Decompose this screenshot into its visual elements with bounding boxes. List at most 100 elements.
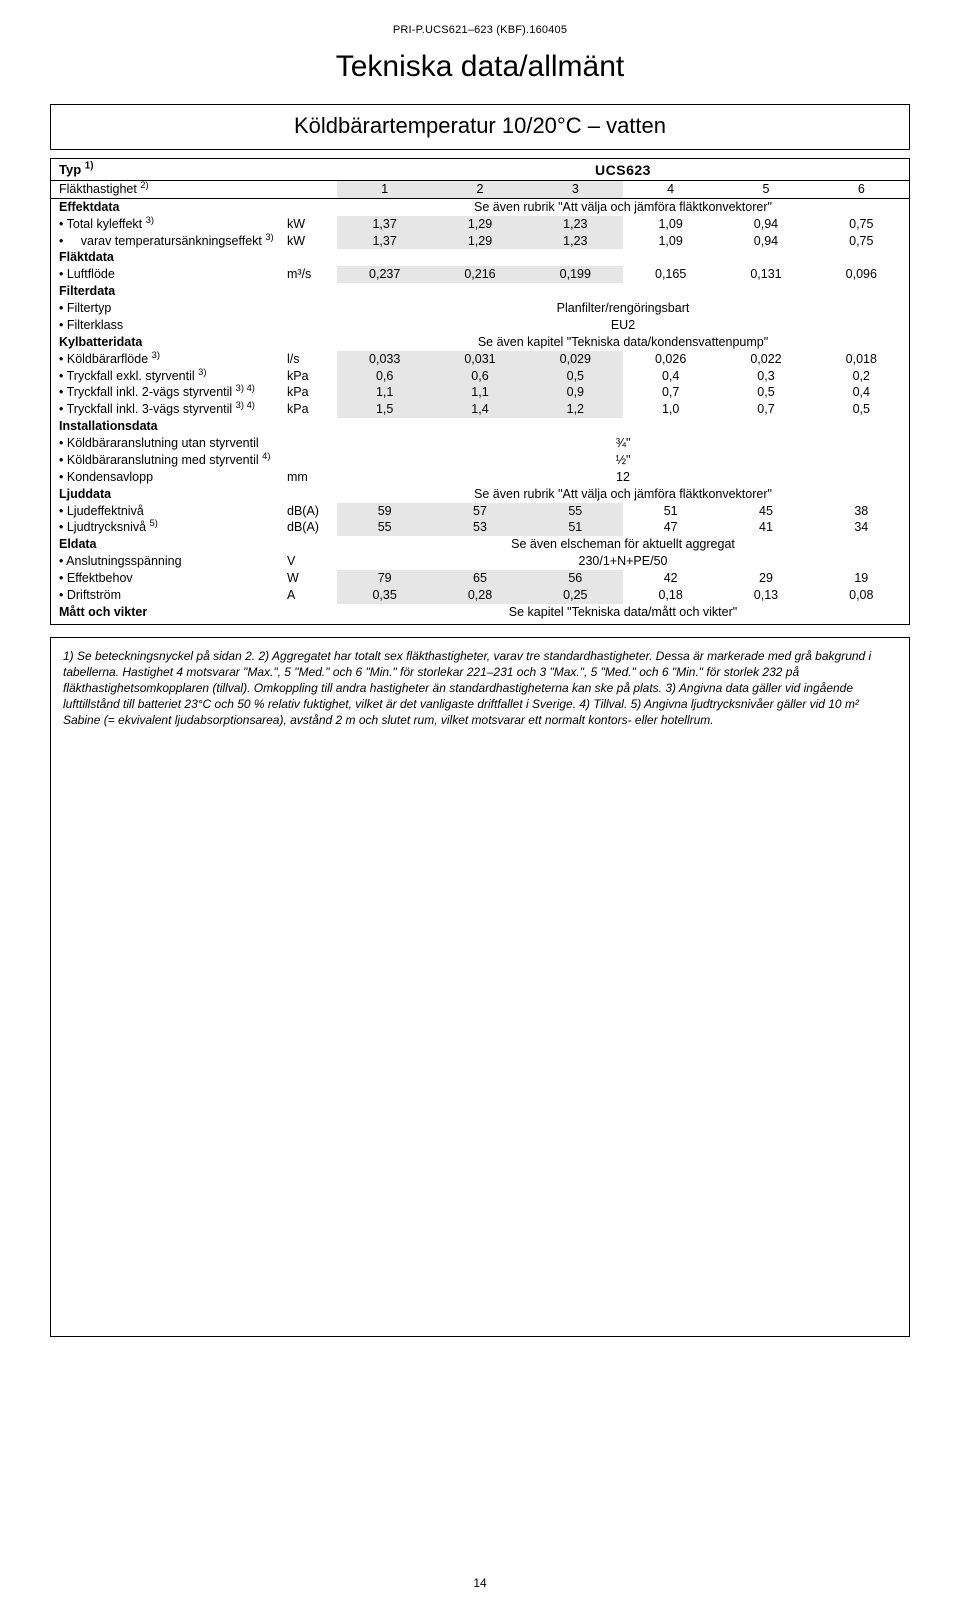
row-unit: m³/s [287,266,337,283]
cell: 53 [432,519,527,536]
row-label: Tryckfall exkl. styrventil 3) [51,368,287,385]
section-head: Installationsdata [51,418,287,435]
row-label: Köldbäraranslutning utan styrventil [51,435,287,452]
cell: 0,018 [814,351,909,368]
cell: 29 [718,570,813,587]
row-label: varav temperatursänkningseffekt 3) [51,233,287,250]
cell: 1,23 [528,216,623,233]
row-unit: kW [287,233,337,250]
cell: 0,4 [623,368,718,385]
row-values: 0,2370,2160,1990,1650,1310,096 [337,266,909,283]
cell: 0,096 [814,266,909,283]
cell: 1,1 [432,384,527,401]
cell: 0,18 [623,587,718,604]
speed-label: Fläkthastighet 2) [51,181,287,198]
row-label: Total kyleffekt 3) [51,216,287,233]
row-values: 0,0330,0310,0290,0260,0220,018 [337,351,909,368]
cell: 0,022 [718,351,813,368]
cell: 0,75 [814,216,909,233]
cell: 0,033 [337,351,432,368]
row-unit [287,317,337,334]
cell: 0,7 [623,384,718,401]
row-span-value: ½" [337,452,909,469]
row-label: Luftflöde [51,266,287,283]
cell: 0,13 [718,587,813,604]
cell: 1,5 [337,401,432,418]
cell: 0,4 [814,384,909,401]
section-matt: Mått och vikter Se kapitel "Tekniska dat… [51,604,909,624]
section-head: Effektdata [51,199,287,216]
row-values: 595755514538 [337,503,909,520]
table-row: Total kyleffekt 3)kW1,371,291,231,090,94… [51,216,909,233]
table-row: Tryckfall exkl. styrventil 3)kPa0,60,60,… [51,368,909,385]
table-row: EffektbehovW796556422919 [51,570,909,587]
empty [287,181,337,198]
section-head: Filterdata [51,283,287,300]
section-head: Fläktdata [51,249,287,266]
cell: 0,9 [528,384,623,401]
section-note: Se även kapitel "Tekniska data/kondensva… [337,334,909,351]
table-row: DriftströmA0,350,280,250,180,130,08 [51,587,909,604]
cell: 0,029 [528,351,623,368]
table-row: Tryckfall inkl. 3-vägs styrventil 3) 4)k… [51,401,909,418]
section-note: Se även elscheman för aktuellt aggregat [337,536,909,553]
row-span-value: Planfilter/rengöringsbart [337,300,909,317]
cell: 1,37 [337,216,432,233]
cell: 56 [528,570,623,587]
cell: 0,6 [337,368,432,385]
cell: 0,94 [718,216,813,233]
section-ljuddata: Ljuddata Se även rubrik "Att välja och j… [51,486,909,503]
cell: 0,031 [432,351,527,368]
table-row: FiltertypPlanfilter/rengöringsbart [51,300,909,317]
row-span-value: 230/1+N+PE/50 [337,553,909,570]
cell: 0,3 [718,368,813,385]
speed-col-6: 6 [814,181,909,198]
section-filterdata: Filterdata [51,283,909,300]
section-note: Se kapitel "Tekniska data/mått och vikte… [337,604,909,621]
cell: 0,5 [814,401,909,418]
section-effektdata: Effektdata Se även rubrik "Att välja och… [51,199,909,216]
cell: 0,131 [718,266,813,283]
speed-col-3: 3 [528,181,623,198]
typ-value: UCS623 [337,161,909,180]
cell: 42 [623,570,718,587]
table-row: Ljudtrycksnivå 5)dB(A)555351474134 [51,519,909,536]
cell: 0,165 [623,266,718,283]
row-values: ¾" [337,435,909,452]
row-values: 1,11,10,90,70,50,4 [337,384,909,401]
table-row: Tryckfall inkl. 2-vägs styrventil 3) 4)k… [51,384,909,401]
cell: 0,94 [718,233,813,250]
cell: 41 [718,519,813,536]
row-label: Ljudeffektnivå [51,503,287,520]
empty [287,161,337,180]
row-label: Ljudtrycksnivå 5) [51,519,287,536]
typ-label: Typ 1) [51,161,287,180]
row-unit [287,435,337,452]
table-row: Luftflödem³/s0,2370,2160,1990,1650,1310,… [51,266,909,283]
cell: 0,237 [337,266,432,283]
row-label: Tryckfall inkl. 2-vägs styrventil 3) 4) [51,384,287,401]
cell: 0,216 [432,266,527,283]
table-row: Kondensavloppmm12 [51,469,909,486]
cell: 1,1 [337,384,432,401]
section-head: Kylbatteridata [51,334,287,351]
page-number: 14 [0,1576,960,1590]
cell: 1,29 [432,216,527,233]
cell: 59 [337,503,432,520]
row-label: Köldbäraranslutning med styrventil 4) [51,452,287,469]
row-values: 1,371,291,231,090,940,75 [337,233,909,250]
cell: 47 [623,519,718,536]
table-row: varav temperatursänkningseffekt 3)kW1,37… [51,233,909,250]
typ-sup: 1) [85,161,94,172]
cell: 19 [814,570,909,587]
row-label: Tryckfall inkl. 3-vägs styrventil 3) 4) [51,401,287,418]
typ-row: Typ 1) UCS623 [51,159,909,180]
cell: 0,026 [623,351,718,368]
row-unit: l/s [287,351,337,368]
cell: 1,09 [623,216,718,233]
speed-col-1: 1 [337,181,432,198]
cell: 34 [814,519,909,536]
page: PRI-P.UCS621–623 (KBF).160405 Tekniska d… [0,0,960,1608]
row-unit [287,452,337,469]
doc-id: PRI-P.UCS621–623 (KBF).160405 [50,24,910,36]
